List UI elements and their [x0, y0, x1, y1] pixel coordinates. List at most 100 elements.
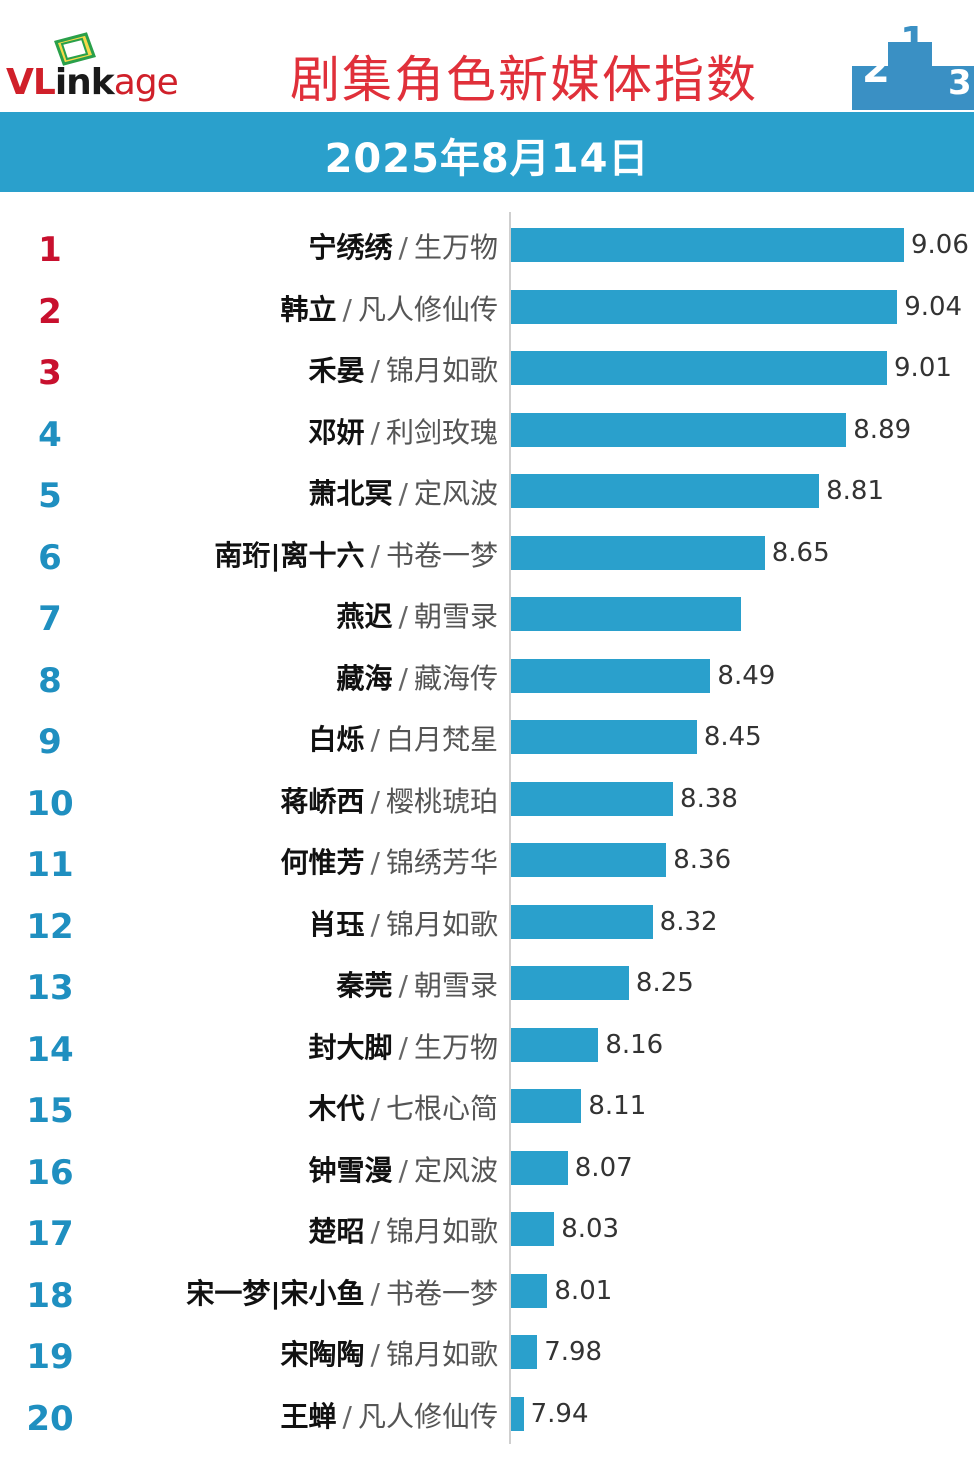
logo-text: VLinkage [6, 62, 179, 103]
row-label: 楚昭 / 锦月如歌 [309, 1210, 498, 1250]
data-bar [511, 1273, 548, 1308]
role-name: 秦莞 [336, 969, 393, 1002]
label-separator: / [370, 1092, 380, 1125]
value-label: 8.01 [554, 1275, 613, 1306]
row-label: 南珩|离十六 / 书卷一梦 [214, 534, 498, 574]
role-name: 韩立 [280, 292, 337, 326]
drama-name: 利剑玫瑰 [385, 415, 498, 449]
row-label: 邓妍 / 利剑玫瑰 [309, 411, 498, 451]
row-label: 宋一梦|宋小鱼 / 书卷一梦 [186, 1272, 498, 1312]
value-label: 8.16 [605, 1029, 664, 1060]
chart-axis [509, 212, 511, 1444]
data-bar [511, 904, 653, 939]
data-bar [511, 1335, 538, 1369]
rank-number: 10 [26, 783, 74, 824]
rank-number: 11 [26, 845, 74, 885]
drama-name: 定风波 [413, 477, 498, 510]
drama-name: 七根心简 [385, 1092, 498, 1125]
value-label: 8.49 [717, 660, 776, 691]
role-name: 白烁 [308, 723, 365, 756]
drama-name: 锦绣芳华 [385, 846, 498, 879]
row-label: 蒋峤西 / 樱桃琥珀 [281, 780, 498, 820]
value-label: 8.36 [673, 845, 732, 875]
label-separator: / [370, 723, 380, 756]
row-label: 木代 / 七根心简 [309, 1087, 498, 1127]
drama-name: 锦月如歌 [385, 907, 498, 941]
role-name: 宋陶陶 [280, 1338, 365, 1371]
value-label: 7.98 [544, 1337, 603, 1367]
data-bar [511, 966, 629, 1000]
drama-name: 生万物 [413, 231, 498, 264]
role-name: 禾晏 [308, 354, 365, 387]
value-label: 8.03 [561, 1214, 620, 1244]
drama-name: 白月梵星 [385, 723, 498, 756]
rank-number: 19 [26, 1337, 74, 1377]
role-name: 肖珏 [308, 907, 365, 941]
row-label: 藏海 / 藏海传 [337, 657, 498, 697]
role-name: 宁绣绣 [308, 231, 393, 264]
label-separator: / [370, 1276, 380, 1310]
value-label: 7.94 [530, 1398, 589, 1429]
rank-number: 6 [38, 537, 62, 578]
data-bar [511, 658, 711, 693]
label-separator: / [398, 231, 408, 264]
logo-window-icon [54, 32, 96, 66]
value-label: 8.38 [680, 783, 738, 814]
drama-name: 定风波 [413, 1153, 498, 1187]
drama-name: 樱桃琥珀 [385, 784, 498, 818]
row-label: 何惟芳 / 锦绣芳华 [281, 841, 498, 881]
date-band [0, 112, 974, 192]
rank-number: 1 [38, 230, 62, 270]
value-label: 8.07 [574, 1152, 633, 1183]
row-label: 封大脚 / 生万物 [309, 1026, 498, 1066]
rank-number: 14 [26, 1029, 74, 1070]
label-separator: / [398, 969, 408, 1002]
row-label: 秦莞 / 朝雪录 [337, 964, 498, 1004]
label-separator: / [370, 354, 380, 387]
data-bar [511, 228, 904, 262]
label-separator: / [370, 1338, 380, 1371]
drama-name: 藏海传 [413, 661, 498, 695]
row-label: 宋陶陶 / 锦月如歌 [281, 1333, 498, 1373]
role-name: 南珩|离十六 [214, 538, 365, 572]
logo-text-v: VL [6, 62, 56, 103]
value-label: 9.01 [894, 353, 952, 383]
rank-number: 12 [26, 906, 74, 947]
drama-name: 书卷一梦 [385, 1276, 498, 1310]
label-separator: / [370, 907, 380, 941]
drama-name: 书卷一梦 [385, 538, 498, 572]
drama-name: 朝雪录 [413, 600, 498, 633]
value-label: 8.89 [853, 414, 912, 445]
role-name: 王蝉 [280, 1399, 337, 1433]
data-bar [511, 535, 765, 570]
data-bar [511, 412, 847, 447]
svg-text:2: 2 [862, 46, 890, 92]
rank-number: 16 [26, 1152, 74, 1193]
drama-name: 锦月如歌 [385, 354, 498, 387]
label-separator: / [342, 1399, 352, 1433]
rank-number: 15 [26, 1091, 74, 1131]
data-bar [511, 1212, 555, 1246]
data-bar [511, 1150, 568, 1185]
rank-number: 13 [26, 968, 74, 1008]
value-label: 9.06 [911, 230, 969, 260]
label-separator: / [398, 1153, 408, 1187]
rank-number: 7 [38, 599, 62, 639]
rank-number: 9 [38, 722, 62, 762]
value-label: 8.11 [588, 1091, 647, 1121]
data-bar [511, 781, 674, 816]
data-bar [511, 289, 898, 324]
date-label: 2025年8月14日 [324, 136, 650, 182]
value-label: 8.32 [659, 906, 718, 937]
role-name: 封大脚 [308, 1030, 393, 1064]
value-label: 8.65 [771, 537, 830, 568]
label-separator: / [398, 477, 408, 510]
data-bar [511, 351, 888, 385]
vlinkage-logo: VLinkage [2, 18, 212, 103]
rank-number: 5 [38, 476, 62, 516]
svg-text:1: 1 [900, 19, 926, 63]
rank-number: 4 [38, 414, 62, 455]
logo-text-age: age [113, 62, 179, 103]
rank-number: 18 [26, 1275, 74, 1316]
row-label: 王蝉 / 凡人修仙传 [281, 1395, 498, 1435]
